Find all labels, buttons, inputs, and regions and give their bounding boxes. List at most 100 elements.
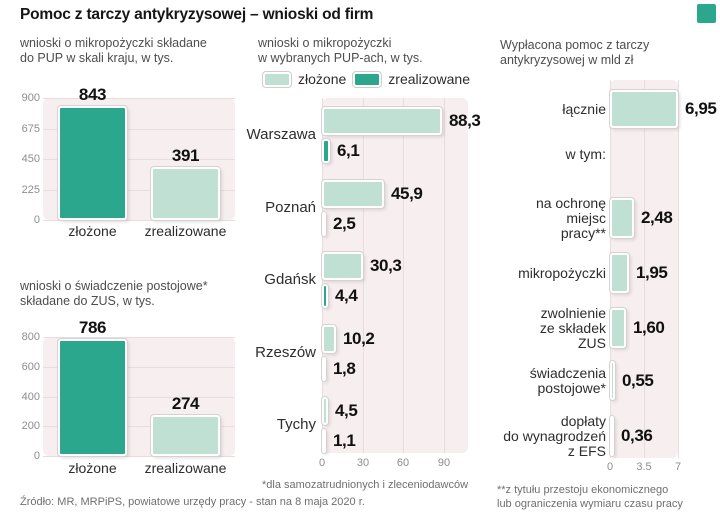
- bar-zlozone: [322, 397, 328, 425]
- y-tick-label: 900: [21, 92, 40, 104]
- value-label: 1,1: [333, 431, 356, 450]
- city-label: Warszawa: [246, 126, 316, 143]
- value-label: 786: [78, 318, 107, 337]
- value-label: 10,2: [343, 329, 375, 348]
- y-tick-label: 0: [33, 214, 40, 226]
- y-tick-label: 225: [21, 184, 40, 196]
- value-label: 4,4: [335, 286, 358, 305]
- y-tick-label: 0: [33, 450, 40, 462]
- y-tick-label: 675: [21, 123, 40, 135]
- value-label: 4,5: [335, 401, 358, 420]
- bar-zrealizowane: [322, 212, 326, 236]
- bar-zlozone: [322, 325, 336, 353]
- legend-swatch-zlozone: [263, 71, 292, 87]
- x-tick-label: 30: [356, 457, 370, 469]
- value-label: 2,5: [333, 214, 356, 233]
- value-label: 6,1: [337, 141, 360, 160]
- x-tick-label: 60: [396, 457, 410, 469]
- value-label: 843: [78, 85, 107, 104]
- value-label: 274: [171, 394, 200, 413]
- category-label: złożone: [68, 223, 117, 239]
- bar: [610, 361, 615, 400]
- bar-zlozone: [322, 180, 384, 208]
- grid-line: [363, 98, 364, 453]
- grid-line: [43, 98, 235, 99]
- category-label: zrealizowane: [144, 223, 227, 239]
- bar: [610, 198, 634, 238]
- page-title: Pomoc z tarczy antykryzysowej – wnioski …: [20, 6, 374, 23]
- chart-pup-country-title: wnioski o mikropożyczki składane do PUP …: [20, 36, 207, 65]
- bar-zrealizowane: [322, 357, 326, 381]
- grid-line: [43, 159, 235, 160]
- grid-line: [43, 337, 235, 338]
- grid-line: [43, 220, 235, 221]
- value-label: 2,48: [641, 208, 673, 227]
- y-tick-label: 200: [21, 420, 40, 432]
- bar: [610, 90, 678, 128]
- grid-line: [444, 98, 445, 453]
- row-label: dopłaty do wynagrodzeń z EFS: [503, 413, 606, 459]
- y-tick-label: 450: [21, 153, 40, 165]
- grid-line: [678, 80, 679, 458]
- category-label: zrealizowane: [144, 460, 227, 476]
- value-label: 30,3: [370, 256, 402, 275]
- value-label: 1,60: [633, 318, 665, 337]
- bar-zrealizowane: [322, 429, 326, 453]
- x-tick-label: 90: [437, 457, 451, 469]
- value-label: 45,9: [391, 184, 423, 203]
- row-label: łącznie: [562, 101, 606, 117]
- bar: [58, 339, 127, 456]
- value-label: 0,55: [622, 371, 654, 390]
- grid-line: [43, 397, 235, 398]
- city-label: Tychy: [276, 416, 316, 433]
- legend: złożone zrealizowane: [258, 71, 470, 87]
- value-label: 391: [171, 146, 200, 165]
- category-label: złożone: [68, 460, 117, 476]
- row-label: zwolnienie ze składek ZUS: [539, 305, 606, 351]
- x-tick-label: 0: [606, 461, 614, 473]
- chart-zus-title: wnioski o świadczenie postojowe* składan…: [20, 279, 208, 308]
- bar: [610, 253, 629, 293]
- city-label: Poznań: [265, 199, 316, 216]
- bar: [610, 416, 614, 456]
- row-label: mikropożyczki: [518, 265, 606, 281]
- bar-zrealizowane: [322, 139, 330, 163]
- grid-line: [43, 367, 235, 368]
- chart-paid-title: Wypłacona pomoc z tarczy antykryzysowej …: [500, 38, 650, 67]
- legend-label-zlozone: złożone: [298, 71, 347, 87]
- grid-line: [43, 129, 235, 130]
- grid-line: [644, 80, 645, 458]
- x-tick-label: 3.5: [636, 461, 652, 473]
- grid-line: [43, 426, 235, 427]
- footnote-cities: *dla samozatrudnionych i zleceniodawców: [262, 479, 469, 491]
- city-label: Gdańsk: [264, 271, 316, 288]
- bar: [610, 308, 626, 348]
- y-tick-label: 600: [21, 361, 40, 373]
- city-label: Rzeszów: [255, 344, 316, 361]
- footnote-paid: **z tytułu przestoju ekonomicznego lub o…: [497, 484, 683, 510]
- value-label: 6,95: [685, 99, 717, 118]
- grid-line: [403, 98, 404, 453]
- value-label: 88,3: [449, 111, 481, 130]
- grid-line: [43, 456, 235, 457]
- bar-zrealizowane: [322, 284, 328, 308]
- value-label: 0,36: [621, 426, 653, 445]
- bar: [151, 167, 220, 220]
- row-label: na ochronę miejsc pracy**: [535, 195, 606, 241]
- group-label: w tym:: [565, 146, 606, 162]
- legend-swatch-zrealizowane: [353, 71, 382, 87]
- value-label: 1,95: [636, 263, 668, 282]
- x-tick-label: 7: [674, 461, 682, 473]
- source-note: Źródło: MR, MRPiPS, powiatowe urzędy pra…: [20, 496, 365, 508]
- bar-zlozone: [322, 107, 442, 135]
- brand-logo-square: [697, 4, 716, 23]
- bar: [151, 415, 220, 456]
- x-tick-label: 0: [318, 457, 326, 469]
- y-tick-label: 400: [21, 391, 40, 403]
- value-label: 1,8: [333, 359, 356, 378]
